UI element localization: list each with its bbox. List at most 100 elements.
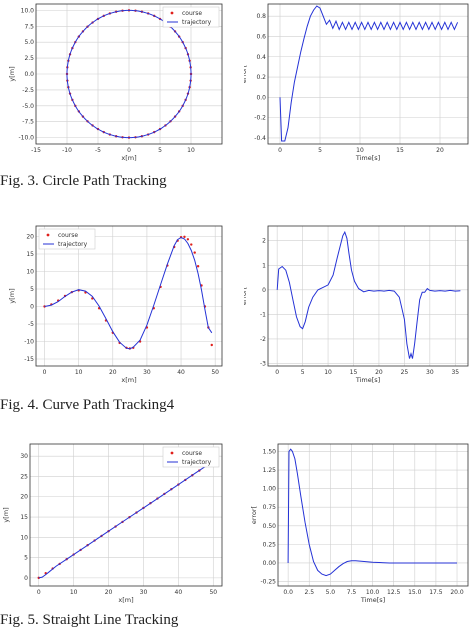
x-tick-label: 0 (43, 369, 47, 376)
x-tick-label: 5.0 (326, 589, 336, 596)
y-axis-label: error[ (244, 287, 248, 305)
fig4-caption: Fig. 4. Curve Path Tracking4 (0, 397, 175, 413)
y-tick-label: 1.25 (263, 467, 277, 474)
y-tick-label: -7.5 (22, 119, 34, 126)
straight-line-plot: 0 10 20 30 40 50 0 5 10 15 20 25 30 x[m] y[m] course tra… (2, 443, 223, 604)
x-tick-label: 35 (451, 369, 459, 376)
legend-label: trajectory (182, 459, 212, 466)
y-tick-label: -0.2 (254, 115, 266, 122)
x-tick-label: -5 (95, 147, 101, 154)
y-axis-label: y[m] (2, 507, 10, 522)
y-tick-label: -15 (24, 356, 34, 363)
straight-line-error-plot: 0.0 2.5 5.0 7.5 10.0 12.5 15.0 17.5 20.0 -0.25 0.0… (250, 443, 469, 604)
x-tick-label: 5 (158, 147, 162, 154)
y-tick-label: -0.25 (260, 579, 276, 586)
y-tick-label: 0.00 (263, 560, 277, 567)
y-tick-label: 15 (20, 514, 28, 521)
plot-frame (267, 225, 469, 367)
x-tick-label: 7.5 (347, 589, 357, 596)
trajectory-line (44, 236, 213, 350)
legend-label: trajectory (58, 241, 88, 248)
x-tick-label: 5 (301, 369, 305, 376)
y-tick-label: 10 (26, 269, 34, 276)
legend-label: course (182, 10, 202, 17)
y-tick-label: 0.25 (263, 541, 277, 548)
y-tick-label: -10 (24, 339, 34, 346)
x-tick-label: 50 (209, 589, 217, 596)
fig3-caption: Fig. 3. Circle Path Tracking (0, 173, 167, 189)
curve-error-plot: 0 5 10 15 20 25 30 35 -3 -2 -1 0 1 2 Time[s] error[ (244, 225, 469, 384)
y-tick-label: -2.5 (22, 87, 34, 94)
x-tick-label: 20.0 (450, 589, 464, 596)
y-tick-label: 1.00 (263, 486, 277, 493)
error-line (279, 5, 459, 142)
y-tick-label: -10.0 (18, 135, 34, 142)
y-tick-label: -2 (260, 336, 266, 343)
x-tick-label: 40 (175, 589, 183, 596)
x-axis-label: Time[s] (355, 376, 380, 384)
x-tick-label: 50 (211, 369, 219, 376)
y-tick-label: 0.0 (256, 94, 266, 101)
course-point (210, 343, 213, 347)
trajectory-line (38, 460, 214, 579)
y-tick-label: -3 (260, 361, 266, 368)
x-tick-label: 20 (109, 369, 117, 376)
fig5-caption: Fig. 5. Straight Line Tracking (0, 612, 179, 628)
y-tick-label: 25 (20, 473, 28, 480)
course-point (193, 251, 196, 254)
plot-frame (35, 225, 223, 367)
x-tick-label: 30 (143, 369, 151, 376)
legend-course-marker (46, 233, 50, 237)
plot-frame (29, 443, 223, 587)
x-tick-label: 2.5 (304, 589, 314, 596)
trajectory-line (66, 9, 192, 139)
y-tick-label: -0.4 (254, 135, 266, 142)
x-tick-label: 10 (356, 147, 364, 154)
legend-label: course (58, 232, 78, 239)
error-line (287, 448, 457, 577)
x-tick-label: 0 (127, 147, 131, 154)
x-tick-label: 0 (37, 589, 41, 596)
error-line (276, 230, 461, 359)
y-tick-label: 0.75 (263, 504, 277, 511)
plot-frame (277, 443, 469, 587)
x-tick-label: -10 (62, 147, 72, 154)
x-axis-label: x[m] (121, 154, 136, 162)
x-tick-label: 40 (177, 369, 185, 376)
y-tick-label: 0.50 (263, 523, 277, 530)
x-tick-label: 30 (426, 369, 434, 376)
x-tick-label: 15 (396, 147, 404, 154)
legend-course-marker (170, 11, 174, 15)
y-tick-label: 7.5 (24, 23, 34, 30)
y-axis-label: y[m] (8, 288, 16, 303)
y-tick-label: -5 (28, 321, 34, 328)
y-tick-label: 0.2 (256, 74, 266, 81)
y-axis-label: error[ (250, 506, 258, 524)
x-tick-label: 15 (350, 369, 358, 376)
x-tick-label: 25 (401, 369, 409, 376)
x-tick-label: 10.0 (366, 589, 380, 596)
course-point (186, 238, 190, 241)
legend-label: trajectory (182, 19, 212, 26)
y-axis-label: y[m] (8, 66, 16, 81)
y-tick-label: 0.6 (256, 33, 266, 40)
x-tick-label: 10 (70, 589, 78, 596)
x-axis-label: Time[s] (355, 154, 380, 162)
legend-label: course (182, 450, 202, 457)
course-point (196, 265, 200, 268)
y-tick-label: 5 (30, 286, 34, 293)
y-tick-label: 0.8 (256, 13, 266, 20)
y-tick-label: -1 (260, 311, 266, 318)
y-axis-label: error[ (244, 65, 248, 83)
x-tick-label: 15.0 (408, 589, 422, 596)
y-tick-label: 10 (20, 534, 28, 541)
circle-path-plot: -15 -10 -5 0 5 10 -10.0 -7.5 -5.0 -2.5 0.0 2.5 5.0 7.… (8, 3, 223, 162)
y-tick-label: 15 (26, 251, 34, 258)
y-tick-label: 30 (20, 453, 28, 460)
plot-frame (267, 3, 469, 145)
x-tick-label: 0 (278, 147, 282, 154)
plot-frame (35, 3, 223, 145)
y-tick-label: 20 (26, 234, 34, 241)
x-tick-label: 30 (140, 589, 148, 596)
x-tick-label: 10 (187, 147, 195, 154)
